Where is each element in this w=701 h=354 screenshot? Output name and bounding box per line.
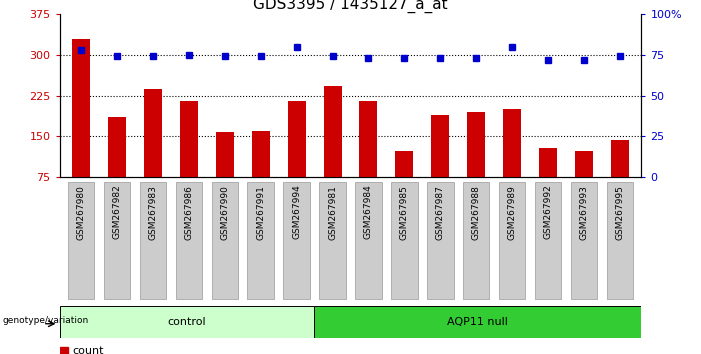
Bar — [539, 148, 557, 177]
Text: GSM267984: GSM267984 — [364, 185, 373, 239]
Title: GDS3395 / 1435127_a_at: GDS3395 / 1435127_a_at — [253, 0, 448, 13]
Bar — [503, 109, 521, 177]
Text: AQP11 null: AQP11 null — [447, 317, 508, 327]
Bar — [252, 131, 270, 177]
Text: GSM267994: GSM267994 — [292, 185, 301, 239]
Text: GSM267981: GSM267981 — [328, 185, 337, 240]
Text: GSM267988: GSM267988 — [472, 185, 481, 240]
Bar — [314, 306, 641, 338]
Text: GSM267985: GSM267985 — [400, 185, 409, 240]
Bar — [324, 86, 341, 177]
Bar — [144, 88, 162, 177]
FancyBboxPatch shape — [247, 182, 274, 299]
FancyBboxPatch shape — [606, 182, 633, 299]
FancyBboxPatch shape — [139, 182, 166, 299]
Text: GSM267990: GSM267990 — [220, 185, 229, 240]
Bar — [60, 306, 314, 338]
Bar — [72, 39, 90, 177]
FancyBboxPatch shape — [212, 182, 238, 299]
FancyBboxPatch shape — [463, 182, 489, 299]
Text: GSM267982: GSM267982 — [113, 185, 121, 239]
Text: GSM267993: GSM267993 — [580, 185, 588, 240]
Text: GSM267989: GSM267989 — [508, 185, 517, 240]
Bar — [360, 101, 377, 177]
Bar — [468, 112, 485, 177]
Text: count: count — [73, 346, 104, 354]
Bar — [575, 151, 593, 177]
FancyBboxPatch shape — [175, 182, 202, 299]
FancyBboxPatch shape — [283, 182, 310, 299]
FancyBboxPatch shape — [355, 182, 382, 299]
Bar — [611, 140, 629, 177]
Bar — [216, 132, 233, 177]
Bar — [108, 117, 126, 177]
Text: GSM267986: GSM267986 — [184, 185, 193, 240]
Text: control: control — [168, 317, 206, 327]
Text: GSM267980: GSM267980 — [76, 185, 86, 240]
Bar — [180, 101, 198, 177]
Text: GSM267983: GSM267983 — [149, 185, 158, 240]
Text: GSM267992: GSM267992 — [543, 185, 552, 239]
Bar — [431, 115, 449, 177]
FancyBboxPatch shape — [104, 182, 130, 299]
FancyBboxPatch shape — [535, 182, 562, 299]
FancyBboxPatch shape — [391, 182, 418, 299]
Text: genotype/variation: genotype/variation — [3, 316, 89, 325]
FancyBboxPatch shape — [571, 182, 597, 299]
FancyBboxPatch shape — [68, 182, 95, 299]
FancyBboxPatch shape — [427, 182, 454, 299]
Bar — [287, 101, 306, 177]
Text: GSM267995: GSM267995 — [615, 185, 625, 240]
Text: GSM267987: GSM267987 — [436, 185, 445, 240]
Bar — [395, 152, 414, 177]
FancyBboxPatch shape — [319, 182, 346, 299]
FancyBboxPatch shape — [499, 182, 526, 299]
Text: GSM267991: GSM267991 — [256, 185, 265, 240]
